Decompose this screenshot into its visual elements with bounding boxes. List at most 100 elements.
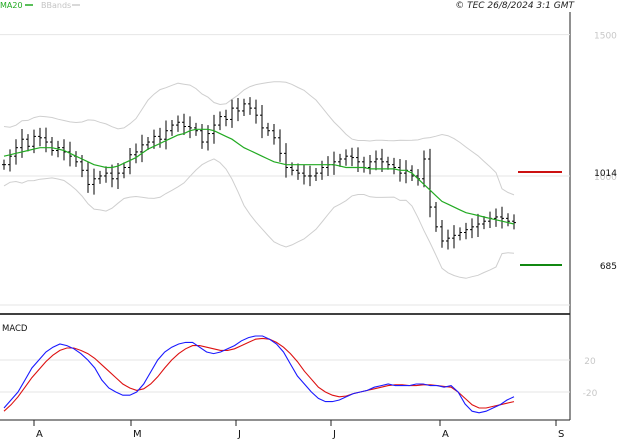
legend-bb-label: BBands xyxy=(41,1,71,10)
price-bar xyxy=(356,147,360,173)
price-bar xyxy=(128,147,132,175)
macd-signal-line xyxy=(3,337,515,412)
price-bar xyxy=(464,222,468,240)
price-bar xyxy=(224,109,228,127)
price-bar xyxy=(92,168,96,195)
price-bar xyxy=(332,151,336,175)
price-bar xyxy=(200,123,204,149)
bband-upper xyxy=(3,81,515,196)
price-bar xyxy=(470,218,474,239)
price-bar xyxy=(74,151,78,167)
price-bar xyxy=(218,111,222,131)
price-bar xyxy=(140,134,144,163)
month-label: J xyxy=(237,429,241,440)
price-bar xyxy=(512,214,516,230)
price-bar xyxy=(254,99,258,124)
macd-panel: MACD 20 -20 xyxy=(0,324,598,414)
price-bar xyxy=(308,165,312,187)
price-bar xyxy=(248,97,252,115)
price-axis: 1500 1000 xyxy=(594,32,617,183)
month-label: M xyxy=(133,429,142,440)
price-bar xyxy=(50,136,54,156)
price-bar xyxy=(266,122,270,136)
price-bar xyxy=(134,143,138,164)
price-bar xyxy=(104,166,108,183)
level-label: 685 xyxy=(600,262,617,272)
copyright-text: © TEC 26/8/2024 3:1 GMT xyxy=(455,1,575,11)
price-bar xyxy=(494,208,498,227)
price-bar xyxy=(38,127,42,147)
macd-tick-label: -20 xyxy=(583,389,598,399)
price-bar xyxy=(302,164,306,185)
price-bar xyxy=(212,114,216,144)
price-bar xyxy=(14,139,18,165)
month-label: A xyxy=(36,429,43,440)
price-bar xyxy=(152,129,156,149)
level-label: 1014 xyxy=(594,169,617,179)
price-bar xyxy=(368,155,372,175)
month-label: A xyxy=(442,429,449,440)
price-bar xyxy=(458,227,462,241)
price-bar xyxy=(110,164,114,188)
price-bar xyxy=(386,156,390,170)
price-bar xyxy=(236,97,240,122)
price-bar xyxy=(272,123,276,145)
price-bar xyxy=(338,153,342,167)
price-bar xyxy=(158,127,162,148)
price-bar xyxy=(230,99,234,128)
price-bar xyxy=(500,206,504,229)
price-bar xyxy=(482,216,486,230)
price-bar xyxy=(260,105,264,139)
price-tick-label: 1500 xyxy=(594,32,617,42)
price-bars xyxy=(2,97,516,250)
price-bar xyxy=(362,156,366,173)
bband-lower xyxy=(3,158,515,279)
month-label: J xyxy=(332,429,336,440)
price-bar xyxy=(506,213,510,227)
price-bar xyxy=(170,119,174,136)
price-bar xyxy=(20,129,24,158)
price-bar xyxy=(242,98,246,117)
price-bar xyxy=(296,163,300,180)
bollinger-bands xyxy=(3,81,515,279)
price-bar xyxy=(44,127,48,153)
ma20-layer xyxy=(3,128,515,225)
price-bar xyxy=(164,120,168,150)
price-bar xyxy=(374,150,378,171)
price-grid xyxy=(0,34,570,306)
price-bar xyxy=(116,162,120,189)
price-tick-label: 1000 xyxy=(594,173,617,183)
price-bar xyxy=(2,159,6,170)
price-bar xyxy=(122,162,126,179)
price-bar xyxy=(8,149,12,172)
support-resistance-levels: 1014 685 xyxy=(518,169,617,272)
price-bar xyxy=(284,143,288,178)
price-bar xyxy=(146,136,150,150)
price-bar xyxy=(278,129,282,162)
price-bar xyxy=(434,201,438,232)
price-bar xyxy=(392,157,396,175)
month-label: S xyxy=(558,429,564,440)
header: MA20 BBands © TEC 26/8/2024 3:1 GMT xyxy=(0,1,576,11)
legend-ma-label: MA20 xyxy=(0,1,23,10)
price-bar xyxy=(188,116,192,139)
macd-tick-label: 20 xyxy=(584,357,596,367)
macd-line xyxy=(3,335,515,414)
price-bar xyxy=(350,147,354,167)
price-bar xyxy=(452,225,456,249)
price-bar xyxy=(440,220,444,248)
price-bar xyxy=(314,168,318,182)
price-bar xyxy=(86,161,90,193)
price-bar xyxy=(98,170,102,184)
price-bar xyxy=(446,229,450,250)
price-bar xyxy=(176,115,180,132)
ma20-line xyxy=(3,128,515,225)
price-bar xyxy=(326,156,330,176)
price-bar xyxy=(476,213,480,238)
price-bar xyxy=(344,149,348,166)
price-bar xyxy=(182,113,186,135)
chart-frame xyxy=(0,12,571,421)
macd-title: MACD xyxy=(2,324,28,334)
